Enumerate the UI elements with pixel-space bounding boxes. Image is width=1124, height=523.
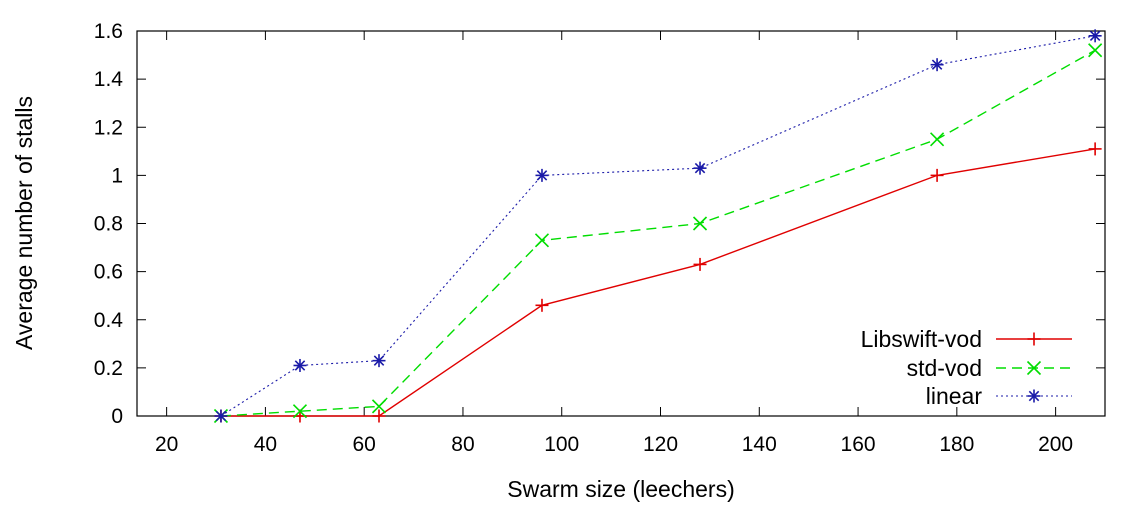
series-layer [213, 29, 1103, 424]
y-tick-label: 0.2 [94, 357, 123, 380]
x-tick-label: 180 [939, 433, 974, 456]
x-tick-label: 60 [353, 433, 376, 456]
legend-label: Libswift-vod [861, 326, 982, 352]
data-point [372, 354, 386, 368]
data-point [1088, 43, 1103, 58]
data-point [292, 404, 308, 419]
data-point [535, 168, 549, 182]
data-point [535, 298, 549, 312]
x-tick-label: 200 [1038, 433, 1073, 456]
legend-label: std-vod [907, 355, 982, 381]
x-axis: 20 40 60 80 100 120 140 160 180 200 [155, 31, 1073, 456]
data-point [692, 216, 708, 231]
legend-marker [1026, 360, 1042, 376]
data-point [693, 161, 707, 175]
data-point [534, 233, 550, 248]
y-tick-label: 0.6 [94, 261, 123, 284]
data-point [1088, 29, 1102, 43]
x-tick-label: 100 [544, 433, 579, 456]
y-tick-label: 1 [111, 164, 123, 187]
y-axis-title: Average number of stalls [11, 96, 37, 350]
x-tick-label: 80 [451, 433, 474, 456]
data-point [930, 132, 945, 147]
x-axis-title: Swarm size (leechers) [507, 476, 735, 502]
legend-marker [1027, 332, 1041, 346]
data-point [371, 399, 387, 414]
x-tick-label: 140 [742, 433, 777, 456]
x-tick-label: 40 [254, 433, 277, 456]
y-axis: 0 0.2 0.4 0.6 0.8 1 1.2 1.4 1.6 [94, 20, 1105, 428]
data-point [372, 409, 386, 423]
x-tick-label: 20 [155, 433, 178, 456]
y-tick-label: 1.4 [94, 68, 124, 91]
x-tick-label: 120 [643, 433, 678, 456]
data-point [930, 58, 944, 72]
data-point [293, 358, 307, 372]
data-point [214, 409, 228, 423]
y-tick-label: 1.6 [94, 20, 123, 43]
y-tick-label: 0.4 [94, 309, 124, 332]
y-tick-label: 0.8 [94, 213, 123, 236]
data-point [930, 168, 944, 182]
x-tick-label: 160 [841, 433, 876, 456]
y-tick-label: 1.2 [94, 116, 123, 139]
y-tick-label: 0 [111, 405, 123, 428]
data-point [1088, 142, 1102, 156]
legend-label: linear [926, 383, 983, 409]
data-point [693, 257, 707, 271]
series-linear [214, 29, 1102, 423]
legend-marker [1027, 389, 1041, 403]
